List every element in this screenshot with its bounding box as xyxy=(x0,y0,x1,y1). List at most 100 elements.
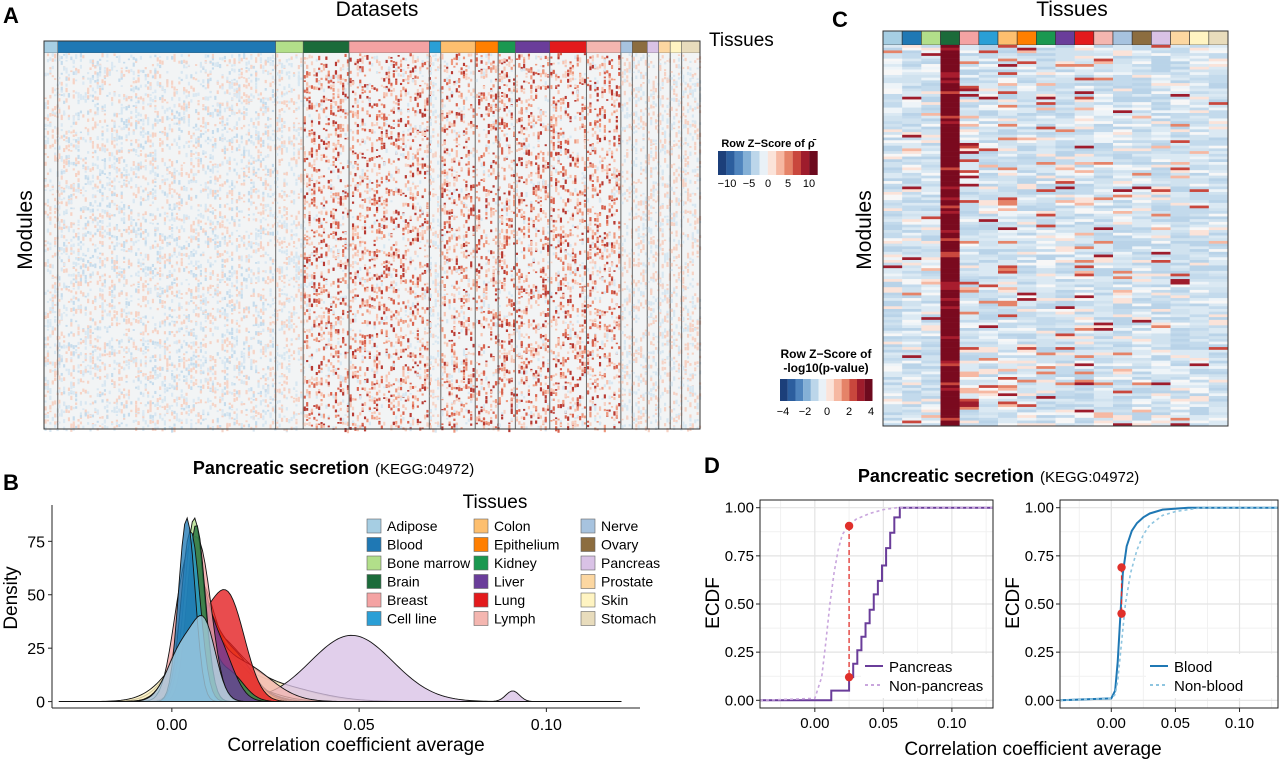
heatmap-cell xyxy=(185,397,188,401)
heatmap-cell xyxy=(214,96,217,100)
heatmap-cell xyxy=(278,120,281,123)
heatmap-cell xyxy=(135,345,138,351)
heatmap-cell xyxy=(51,129,54,132)
heatmap-cell xyxy=(255,308,258,313)
heatmap-cell xyxy=(87,370,90,373)
heatmap-cell xyxy=(135,222,138,227)
heatmap-cell xyxy=(226,102,229,107)
heatmap-cell xyxy=(108,71,111,76)
heatmap-cell xyxy=(195,355,198,358)
heatmap-cell xyxy=(226,130,229,133)
heatmap-cell xyxy=(156,407,159,410)
heatmap-cell xyxy=(276,419,279,424)
heatmap-cell xyxy=(173,322,176,324)
heatmap-cell xyxy=(185,330,188,333)
heatmap-cell xyxy=(60,377,63,382)
heatmap-cell xyxy=(280,64,284,69)
heatmap-cell xyxy=(240,71,243,76)
heatmap-cell xyxy=(216,308,219,313)
heatmap-cell xyxy=(106,72,109,77)
heatmap-cell xyxy=(154,268,157,271)
heatmap-cell xyxy=(185,217,188,220)
heatmap-cell xyxy=(103,119,107,123)
heatmap-cell xyxy=(223,392,227,396)
heatmap-cell xyxy=(223,60,227,63)
heatmap-cell xyxy=(240,317,243,322)
heatmap-cell xyxy=(187,358,191,362)
heatmap-cell xyxy=(96,72,99,76)
heatmap-cell xyxy=(166,70,169,74)
heatmap-cell xyxy=(49,291,52,294)
heatmap-cell xyxy=(99,172,102,177)
heatmap-cell xyxy=(262,144,265,147)
heatmap-cell xyxy=(255,304,258,309)
heatmap-cell xyxy=(211,129,215,135)
heatmap-cell xyxy=(209,312,212,317)
heatmap-cell xyxy=(49,94,52,99)
heatmap-cell xyxy=(259,308,263,313)
heatmap-cell xyxy=(159,369,162,371)
heatmap-cell xyxy=(166,83,169,88)
heatmap-cell xyxy=(166,199,169,204)
heatmap-cell xyxy=(247,77,251,79)
heatmap-cell xyxy=(139,319,143,323)
heatmap-cell xyxy=(156,63,159,67)
heatmap-cell xyxy=(49,298,52,301)
heatmap-cell xyxy=(63,139,66,141)
panel-a-heatmap xyxy=(44,53,702,434)
heatmap-cell xyxy=(127,359,131,362)
heatmap-cell xyxy=(44,123,47,127)
heatmap-cell xyxy=(67,333,71,336)
heatmap-cell xyxy=(99,365,102,370)
heatmap-cell xyxy=(79,391,83,395)
heatmap-cell xyxy=(44,202,47,206)
heatmap-cell xyxy=(159,213,162,217)
heatmap-cell xyxy=(233,364,236,370)
heatmap-cell xyxy=(142,288,145,292)
heatmap-cell xyxy=(280,308,284,313)
heatmap-cell xyxy=(283,124,286,128)
heatmap-cell xyxy=(77,347,80,349)
heatmap-cell xyxy=(187,371,191,376)
heatmap-cell xyxy=(96,79,99,82)
heatmap-cell xyxy=(159,414,162,419)
heatmap-cell xyxy=(132,357,135,362)
heatmap-cell xyxy=(127,117,131,120)
heatmap-cell xyxy=(240,67,243,71)
heatmap-cell xyxy=(44,262,47,267)
heatmap-cell xyxy=(233,284,236,288)
heatmap-cell xyxy=(223,250,227,253)
heatmap-cell xyxy=(91,345,95,348)
heatmap-cell xyxy=(67,185,71,190)
heatmap-cell xyxy=(280,224,284,229)
heatmap-cell xyxy=(49,144,52,149)
heatmap-cell xyxy=(159,267,162,270)
heatmap-cell xyxy=(221,312,224,316)
heatmap-cell xyxy=(94,306,97,311)
heatmap-cell xyxy=(183,361,186,365)
heatmap-cell xyxy=(211,148,215,152)
heatmap-cell xyxy=(195,273,198,277)
heatmap-cell xyxy=(54,378,57,381)
heatmap-cell xyxy=(144,383,147,387)
heatmap-cell xyxy=(252,249,255,254)
heatmap-cell xyxy=(199,371,203,374)
heatmap-cell xyxy=(269,278,272,283)
heatmap-cell xyxy=(250,73,253,77)
heatmap-cell xyxy=(127,340,131,343)
heatmap-cell xyxy=(125,118,128,123)
heatmap-cell xyxy=(49,232,52,236)
heatmap-cell xyxy=(115,398,119,403)
heatmap-cell xyxy=(67,77,71,81)
heatmap-cell xyxy=(120,106,123,111)
heatmap-cell xyxy=(192,273,195,278)
heatmap-cell xyxy=(262,69,265,74)
heatmap-cell xyxy=(259,235,263,240)
heatmap-cell xyxy=(231,207,234,212)
heatmap-cell xyxy=(233,168,236,172)
heatmap-cell xyxy=(250,93,253,97)
heatmap-cell xyxy=(264,298,267,301)
heatmap-cell xyxy=(139,363,143,367)
heatmap-cell xyxy=(144,67,147,70)
heatmap-cell xyxy=(269,374,272,377)
